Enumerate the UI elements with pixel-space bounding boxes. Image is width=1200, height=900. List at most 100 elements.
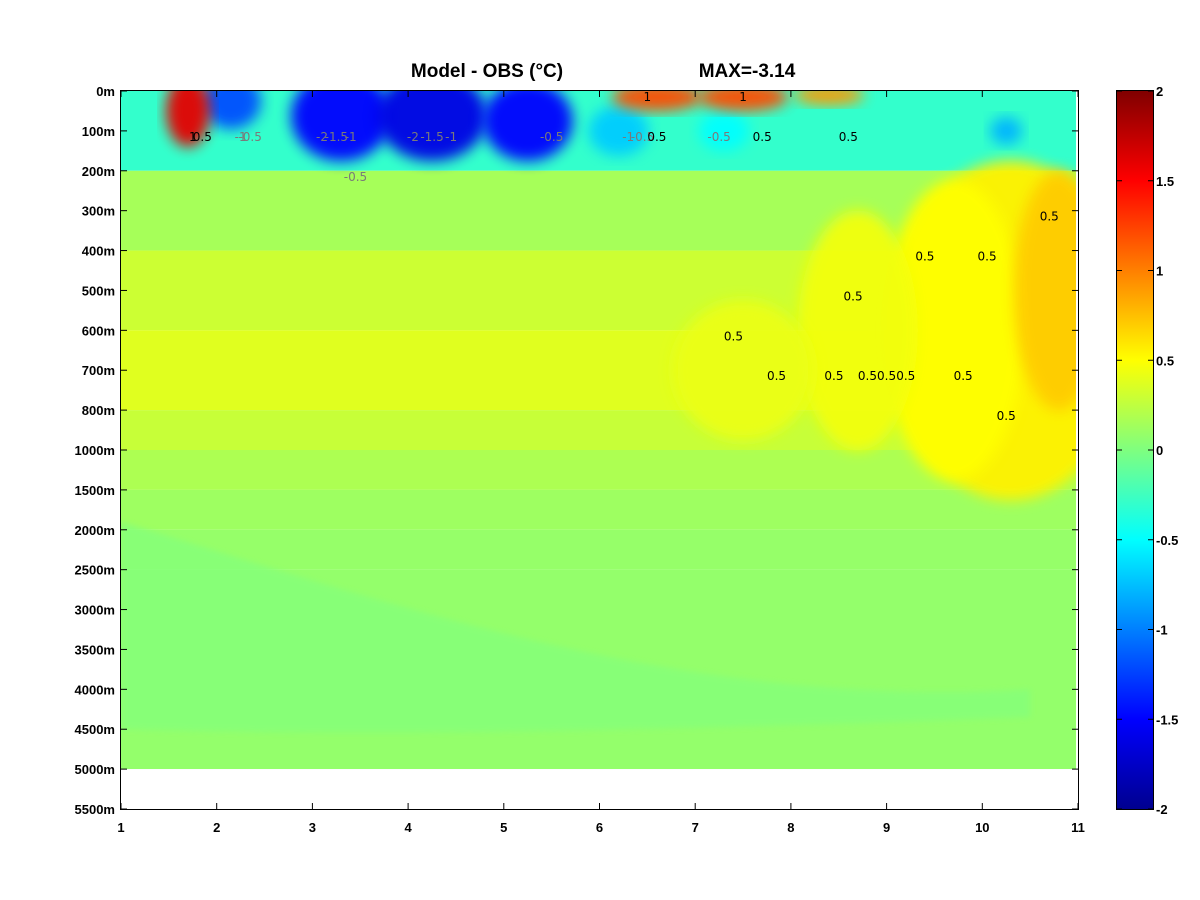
contour-label: -0.5 xyxy=(631,130,654,144)
x-tick-label: 2 xyxy=(213,820,220,835)
contour-label: 1 xyxy=(644,90,652,104)
heatmap-blob xyxy=(588,105,649,156)
colorbar-tick-label: -1.5 xyxy=(1156,712,1178,727)
contour-label: -1 xyxy=(345,130,357,144)
contour-label: 0.5 xyxy=(193,130,212,144)
contour-label: -0.5 xyxy=(540,130,563,144)
x-tick-label: 4 xyxy=(404,820,412,835)
x-tick-label: 8 xyxy=(787,820,794,835)
y-tick-label: 500m xyxy=(82,283,115,298)
contour-label: -0.5 xyxy=(344,170,367,184)
heatmap-blob xyxy=(482,91,573,161)
x-tick-label: 6 xyxy=(596,820,603,835)
x-axis: 1 2 3 4 5 6 7 8 9 10 11 xyxy=(117,91,1085,835)
heatmap-blob xyxy=(673,300,814,441)
heatmap-blob xyxy=(201,91,262,129)
colorbar: 2 1.5 1 0.5 0 -0.5 -1 -1.5 -2 xyxy=(1116,84,1178,817)
contour-label: 0.5 xyxy=(724,329,743,343)
y-tick-label: 4000m xyxy=(75,682,115,697)
contour-label: -1 xyxy=(622,130,634,144)
y-tick-label: 100m xyxy=(82,124,115,139)
y-tick-label: 300m xyxy=(82,204,115,219)
heatmap-band xyxy=(121,489,1076,530)
y-tick-label: 700m xyxy=(82,363,115,378)
contour-label: 0.5 xyxy=(997,409,1016,423)
max-annotation: MAX=-3.14 xyxy=(699,61,796,82)
colorbar-tick-label: 1 xyxy=(1156,264,1163,279)
contour-label: -1.5 xyxy=(325,130,348,144)
x-tick-label: 11 xyxy=(1071,820,1085,835)
contour-label: 0.5 xyxy=(978,250,997,264)
x-tick-label: 1 xyxy=(117,820,124,835)
colorbar-tick-label: 0 xyxy=(1156,443,1163,458)
contour-label: 0.5 xyxy=(753,130,772,144)
y-tick-label: 5500m xyxy=(75,802,115,817)
contour-label: -0.5 xyxy=(707,130,730,144)
contour-labels: 10.5 -1-0.5 -2-1.5-1-0.5-2 -1.5 -1 -0.5 -1-0.5… xyxy=(189,90,1059,423)
contour-label: 0.5 xyxy=(915,250,934,264)
heatmap-blob xyxy=(291,91,392,161)
contour-label: -1.5 xyxy=(420,130,443,144)
heatmap-band xyxy=(121,529,1076,570)
heatmap-blob xyxy=(377,91,488,161)
x-tick-label: 7 xyxy=(692,820,699,835)
colorbar-tick-label: 2 xyxy=(1156,84,1163,99)
y-tick-label: 200m xyxy=(82,164,115,179)
x-tick-label: 9 xyxy=(883,820,890,835)
heatmap-deep-wedge xyxy=(121,521,1031,733)
x-tick-label: 3 xyxy=(309,820,316,835)
y-tick-label: 1500m xyxy=(75,483,115,498)
heatmap-blob xyxy=(1013,170,1076,411)
y-tick-label: 2000m xyxy=(75,523,115,538)
x-tick-label: 10 xyxy=(975,820,989,835)
colorbar-gradient xyxy=(1117,91,1153,809)
contour-label: 0.5 xyxy=(767,369,786,383)
heatmap-blob xyxy=(698,91,789,111)
y-tick-label: 0m xyxy=(96,84,115,99)
colorbar-tick-label: -1 xyxy=(1156,623,1168,638)
y-tick-label: 5000m xyxy=(75,762,115,777)
heatmap-blob xyxy=(611,91,702,111)
contour-label: -2 xyxy=(316,130,328,144)
heatmap-blob xyxy=(794,91,865,105)
heatmap-blob xyxy=(990,116,1023,145)
contour-label: 1 xyxy=(189,130,197,144)
y-tick-label: 1000m xyxy=(75,443,115,458)
contour-label: 0.5 xyxy=(877,369,896,383)
y-axis: 0m 100m 200m 300m 400m 500m 600m 700m 800m 1000m 1… xyxy=(75,84,1078,817)
heatmap-blob xyxy=(797,210,918,451)
contour-label: 0.5 xyxy=(844,289,863,303)
contour-label: -2 xyxy=(407,130,419,144)
heatmap-blob xyxy=(698,110,749,151)
contour-label: 0.5 xyxy=(824,369,843,383)
contour-label: 0.5 xyxy=(647,130,666,144)
y-tick-label: 600m xyxy=(82,323,115,338)
chart-title: Model - OBS (°C) xyxy=(411,61,563,82)
colorbar-ticks: 2 1.5 1 0.5 0 -0.5 -1 -1.5 -2 xyxy=(1117,84,1178,817)
y-tick-label: 4500m xyxy=(75,722,115,737)
y-tick-label: 2500m xyxy=(75,563,115,578)
colorbar-tick-label: 1.5 xyxy=(1156,174,1174,189)
contour-label: -0.5 xyxy=(238,130,261,144)
no-data-region xyxy=(121,769,1076,771)
heatmap-field xyxy=(121,91,1076,771)
y-tick-label: 3000m xyxy=(75,603,115,618)
contour-label: -1 xyxy=(445,130,457,144)
y-tick-label: 400m xyxy=(82,244,115,259)
colorbar-tick-label: 0.5 xyxy=(1156,353,1174,368)
colorbar-tick-label: -0.5 xyxy=(1156,533,1178,548)
contour-label: 0.5 xyxy=(839,130,858,144)
contour-label: 0.5 xyxy=(858,369,877,383)
contour-label: -1 xyxy=(235,130,247,144)
heatmap-blob xyxy=(883,180,1024,481)
plot-frame xyxy=(120,90,1079,810)
contour-label: 0.5 xyxy=(954,369,973,383)
contour-label: 0.5 xyxy=(1040,210,1059,224)
colorbar-frame xyxy=(1116,90,1154,810)
contour-label: 0.5 xyxy=(896,369,915,383)
heatmap-blob xyxy=(165,91,210,147)
y-tick-label: 800m xyxy=(82,403,115,418)
y-tick-label: 3500m xyxy=(75,642,115,657)
x-tick-label: 5 xyxy=(500,820,507,835)
